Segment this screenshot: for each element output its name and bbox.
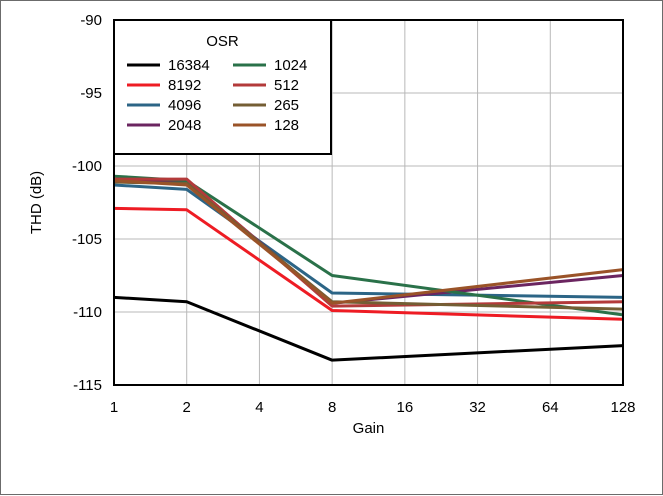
y-tick-label: -115 (73, 377, 102, 394)
series-line-8192 (113, 206, 624, 321)
series-line-265 (113, 180, 624, 311)
y-tick-label: -110 (73, 304, 102, 321)
y-axis-label: THD (dB) (28, 171, 45, 234)
legend-label-2048: 2048 (168, 117, 201, 134)
series-line-16384 (113, 295, 624, 362)
legend-box (113, 19, 332, 155)
legend-label-1024: 1024 (274, 57, 307, 74)
legend-title: OSR (206, 33, 239, 50)
tick-labels: 1 2 4 8 16 32 64 128 -90 -95 -100 -105 -110 -115 (72, 12, 636, 416)
x-tick-label: 2 (183, 399, 191, 416)
x-tick-label: 8 (328, 399, 336, 416)
x-tick-label: 32 (469, 399, 486, 416)
plot-area (113, 19, 624, 386)
y-tick-label: -105 (72, 231, 102, 248)
series-lines (113, 174, 624, 362)
x-tick-label: 16 (397, 399, 414, 416)
series-line-2048 (114, 179, 624, 305)
series-line-512 (114, 177, 624, 308)
y-tick-label: -90 (80, 12, 102, 29)
legend: OSR 16384 8192 4096 2048 1024 512 265 128 (113, 19, 332, 155)
legend-label-8192: 8192 (168, 77, 201, 94)
y-tick-label: -100 (72, 158, 102, 175)
legend-label-16384: 16384 (168, 57, 210, 74)
x-tick-label: 4 (255, 399, 263, 416)
legend-label-512: 512 (274, 77, 299, 94)
legend-label-4096: 4096 (168, 97, 201, 114)
x-axis-label: Gain (353, 420, 385, 437)
x-tick-label: 1 (110, 399, 118, 416)
x-tick-label: 64 (542, 399, 559, 416)
legend-label-265: 265 (274, 97, 299, 114)
x-tick-label: 128 (610, 399, 635, 416)
legend-label-128: 128 (274, 117, 299, 134)
series-line-128 (113, 179, 624, 305)
y-tick-label: -95 (80, 85, 102, 102)
